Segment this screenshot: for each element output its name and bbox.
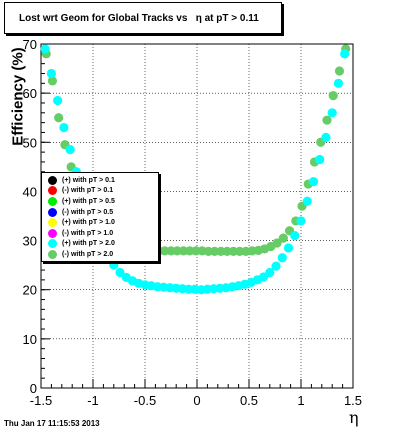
legend-marker bbox=[48, 218, 57, 228]
footer-date: Thu Jan 17 11:15:53 2013 bbox=[4, 419, 100, 428]
y-tick-label: 70 bbox=[23, 37, 37, 52]
legend-entry: (+) with pT > 0.1 bbox=[42, 175, 158, 186]
data-point-series-1 bbox=[340, 49, 350, 59]
data-point-series-1 bbox=[53, 95, 63, 106]
data-point-series-1 bbox=[308, 177, 319, 187]
legend-label: (+) with pT > 2.0 bbox=[62, 240, 115, 248]
y-tick-label: 10 bbox=[23, 332, 37, 347]
y-tick-label: 0 bbox=[30, 381, 37, 396]
data-point-series-1 bbox=[296, 216, 306, 226]
y-tick-label: 50 bbox=[23, 135, 37, 150]
y-tick-label: 40 bbox=[23, 184, 37, 199]
data-point-series-1 bbox=[277, 253, 287, 263]
legend-entry: (-) with pT > 2.0 bbox=[42, 249, 158, 260]
data-point-series-1 bbox=[115, 267, 125, 278]
legend-label: (+) with pT > 0.5 bbox=[62, 197, 115, 205]
y-axis-title: Efficiency (%) bbox=[9, 47, 27, 146]
legend-label: (+) with pT > 0.1 bbox=[62, 176, 115, 184]
y-tick-label: 30 bbox=[23, 234, 37, 249]
legend-entry: (+) with pT > 1.0 bbox=[42, 217, 158, 228]
data-point-series-0 bbox=[47, 76, 58, 86]
data-point-series-1 bbox=[40, 44, 50, 54]
data-point-series-0 bbox=[322, 115, 332, 125]
data-point-series-1 bbox=[265, 267, 275, 278]
x-tick-label: 0.5 bbox=[240, 393, 258, 408]
x-tick-label: 0 bbox=[193, 393, 200, 408]
legend-entry: (-) with pT > 0.1 bbox=[42, 186, 158, 197]
data-point-series-1 bbox=[283, 243, 294, 253]
data-point-series-1 bbox=[109, 260, 119, 270]
legend-marker bbox=[48, 249, 57, 259]
x-axis-title: η bbox=[349, 408, 359, 427]
legend-entry: (-) with pT > 0.5 bbox=[42, 207, 158, 218]
data-point-series-0 bbox=[278, 233, 288, 243]
y-tick-label: 20 bbox=[23, 283, 37, 298]
data-point-series-0 bbox=[54, 113, 64, 123]
legend-entry: (+) with pT > 0.5 bbox=[42, 196, 158, 207]
data-point-series-0 bbox=[334, 66, 345, 76]
legend-marker bbox=[48, 196, 57, 206]
data-point-series-1 bbox=[333, 78, 344, 88]
data-point-series-1 bbox=[65, 145, 75, 155]
legend-marker bbox=[48, 175, 57, 185]
data-point-series-1 bbox=[315, 154, 325, 165]
legend-label: (+) with pT > 1.0 bbox=[62, 219, 115, 227]
legend-marker bbox=[48, 207, 57, 217]
data-point-series-1 bbox=[302, 196, 312, 206]
data-point-series-1 bbox=[321, 132, 331, 142]
x-tick-label: -1 bbox=[87, 393, 99, 408]
x-tick-label: 1.5 bbox=[344, 393, 362, 408]
data-point-series-1 bbox=[271, 261, 281, 271]
x-tick-label: -1.5 bbox=[30, 393, 52, 408]
legend-label: (-) with pT > 2.0 bbox=[62, 250, 114, 258]
data-point-series-1 bbox=[46, 68, 57, 79]
legend-marker bbox=[48, 228, 57, 238]
data-point-series-0 bbox=[272, 238, 282, 248]
legend-marker bbox=[48, 239, 57, 249]
legend-marker bbox=[48, 186, 57, 196]
data-point-series-1 bbox=[327, 108, 337, 118]
legend-entry: (-) with pT > 1.0 bbox=[42, 228, 158, 239]
legend-entry: (+) with pT > 2.0 bbox=[42, 239, 158, 250]
x-tick-label: 1 bbox=[297, 393, 304, 408]
legend-label: (-) with pT > 0.5 bbox=[62, 208, 114, 216]
legend: (+) with pT > 0.1 (-) with pT > 0.1 (+) wi… bbox=[41, 172, 159, 262]
legend-label: (-) with pT > 1.0 bbox=[62, 229, 114, 237]
y-tick-label: 60 bbox=[23, 86, 37, 101]
data-point-series-0 bbox=[328, 91, 338, 101]
data-point-series-1 bbox=[290, 231, 300, 241]
legend-label: (-) with pT > 0.1 bbox=[62, 187, 114, 195]
chart-title: Lost wrt Geom for Global Tracks vs η at … bbox=[4, 2, 282, 34]
data-point-series-1 bbox=[59, 122, 69, 133]
x-tick-label: -0.5 bbox=[134, 393, 156, 408]
